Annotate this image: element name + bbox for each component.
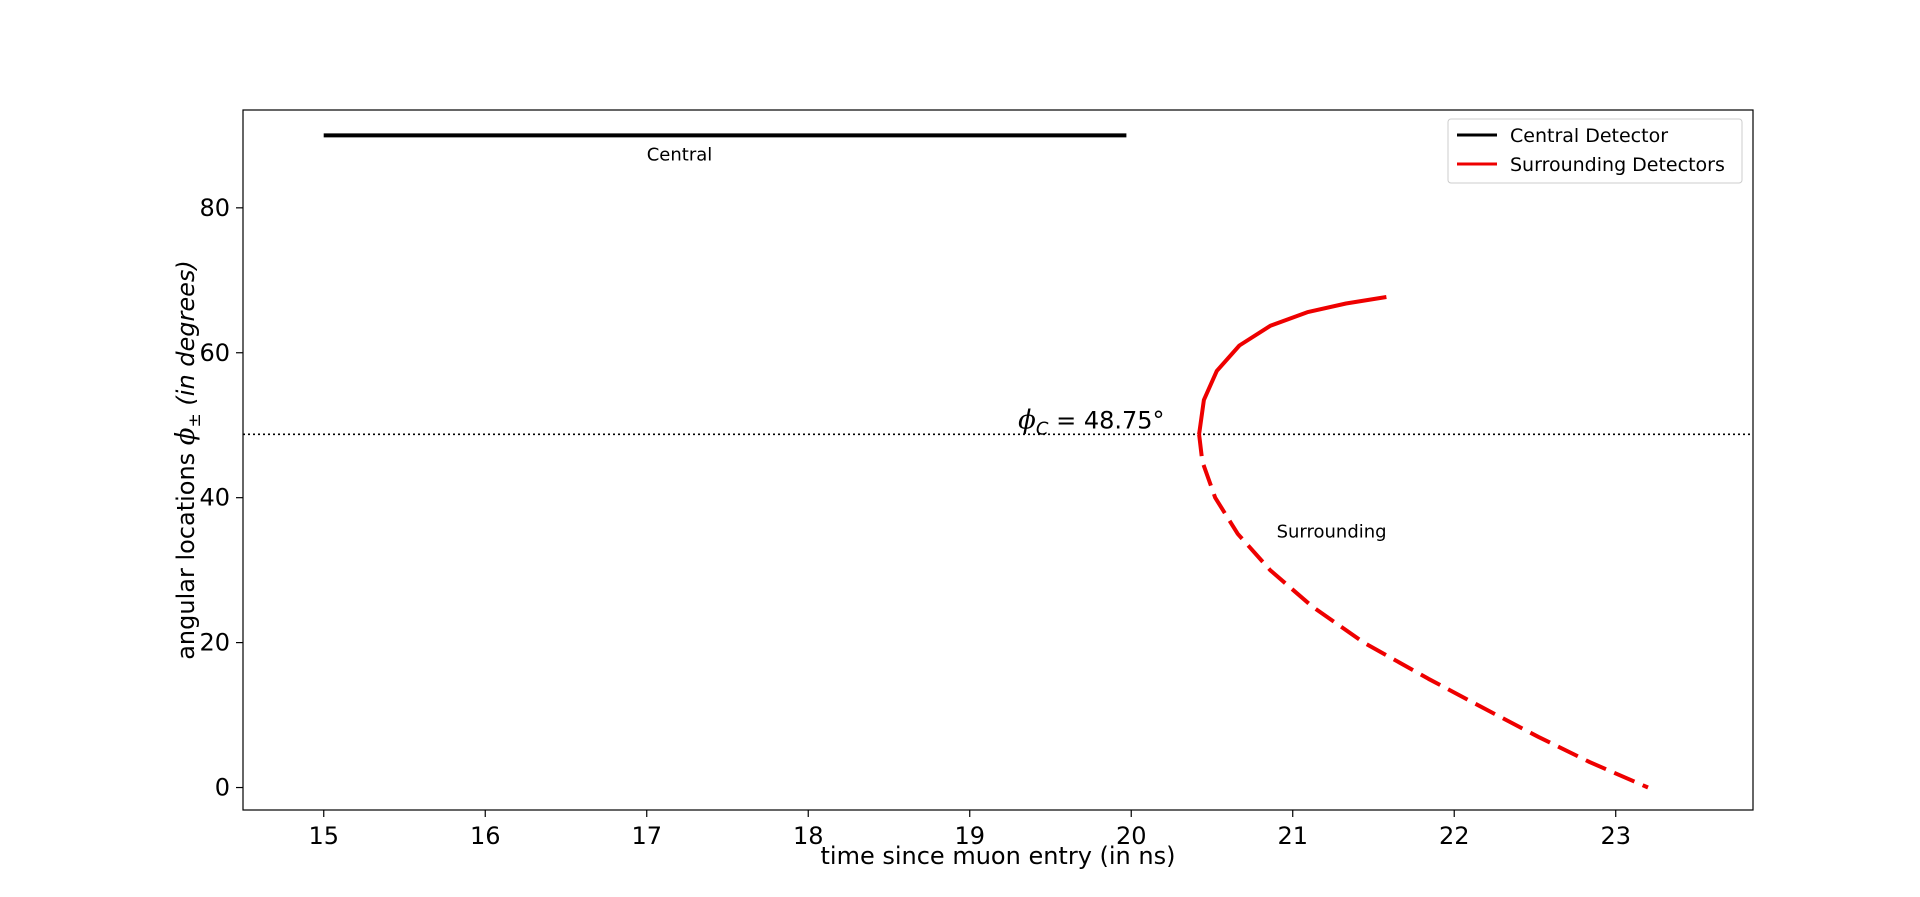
x-tick-label: 17 (631, 822, 662, 850)
series-line-surrounding-solid (1197, 295, 1387, 435)
legend-box (1447, 118, 1743, 184)
x-axis-label: time since muon entry (in ns) (821, 842, 1176, 870)
series-line-surrounding-dashed (1197, 434, 1649, 790)
x-tick-label: 16 (470, 822, 501, 850)
x-tick-label: 23 (1600, 822, 1631, 850)
plot-frame (242, 109, 1754, 811)
x-tick-label: 22 (1439, 822, 1470, 850)
x-tick-label: 19 (954, 822, 985, 850)
legend-label-surrounding: Surrounding Detectors (1510, 154, 1725, 176)
annotation-central: Central (647, 145, 713, 166)
y-tick-label: 40 (199, 484, 230, 512)
y-tick-label: 20 (199, 629, 230, 657)
plot-area (243, 110, 1753, 810)
y-tick-label: 80 (199, 194, 230, 222)
annotation-surrounding: Surrounding (1277, 522, 1387, 543)
y-tick-label: 0 (215, 774, 230, 802)
legend-label-central: Central Detector (1510, 125, 1668, 147)
x-tick-label: 18 (793, 822, 824, 850)
x-tick-label: 20 (1116, 822, 1147, 850)
reference-line-label: ϕC = 48.75° (1018, 405, 1164, 439)
x-tick-label: 21 (1277, 822, 1308, 850)
y-axis-label: angular locations ϕ± (in degrees) (171, 260, 205, 660)
y-tick-label: 60 (199, 339, 230, 367)
x-tick-label: 15 (308, 822, 339, 850)
legend: Central Detector Surrounding Detectors (1447, 118, 1743, 184)
